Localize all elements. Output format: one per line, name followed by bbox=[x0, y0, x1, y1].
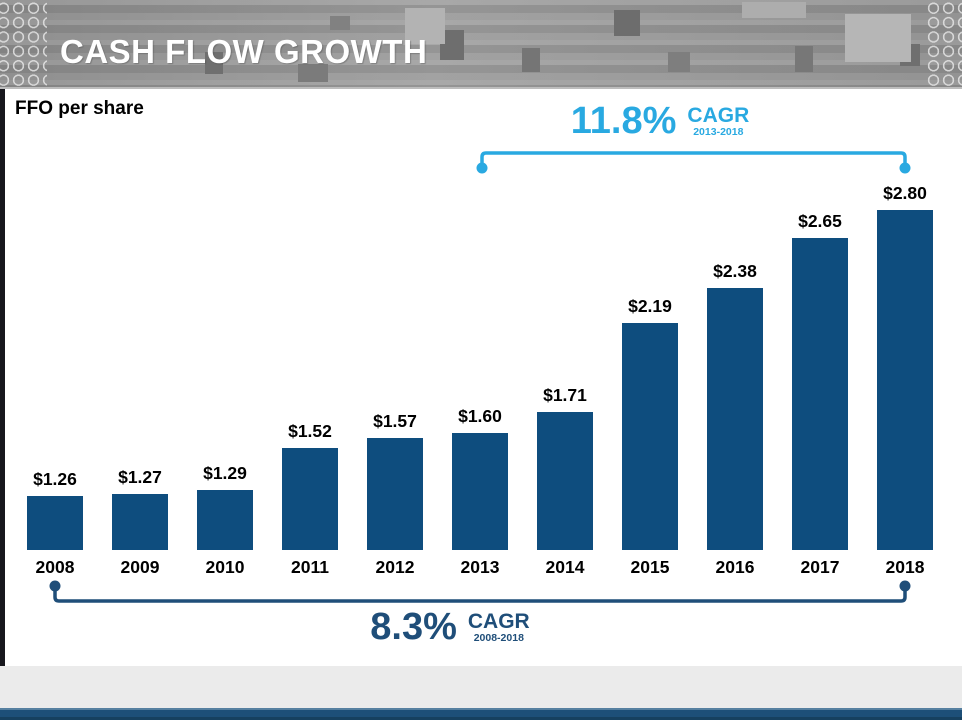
bar-value-label: $2.38 bbox=[713, 261, 757, 281]
bar-year-label: 2009 bbox=[120, 557, 160, 577]
bar-year-label: 2012 bbox=[375, 557, 415, 577]
cagr-top-bracket-left-dot bbox=[476, 162, 488, 174]
cagr-bottom-bracket-left-dot bbox=[49, 580, 61, 592]
cagr-top-bracket-right-dot bbox=[899, 162, 911, 174]
header-banner: CASH FLOW GROWTH bbox=[0, 0, 962, 89]
bar bbox=[707, 288, 763, 550]
bar-value-label: $2.80 bbox=[883, 183, 927, 203]
cagr-top-callout: 11.8% CAGR 2013-2018 bbox=[450, 100, 870, 142]
bar bbox=[622, 323, 678, 550]
cagr-bottom-period: 2008-2018 bbox=[473, 632, 524, 644]
bar-value-label: $1.71 bbox=[543, 385, 587, 405]
bar-value-label: $1.60 bbox=[458, 406, 502, 426]
cagr-top-period: 2013-2018 bbox=[693, 126, 744, 138]
bar-year-label: 2013 bbox=[460, 557, 500, 577]
bar-year-label: 2016 bbox=[715, 557, 755, 577]
bar-year-label: 2011 bbox=[291, 557, 329, 577]
bar bbox=[452, 433, 508, 550]
left-edge-strip bbox=[0, 89, 5, 720]
chart-heading: FFO per share bbox=[15, 98, 144, 119]
cagr-top-label: CAGR bbox=[687, 104, 750, 127]
bar-value-label: $1.52 bbox=[288, 421, 332, 441]
bar bbox=[112, 494, 168, 550]
bar-value-label: $1.57 bbox=[373, 411, 417, 431]
bar-value-label: $1.29 bbox=[203, 463, 247, 483]
bar-year-label: 2018 bbox=[885, 557, 925, 577]
bar-year-label: 2008 bbox=[35, 557, 75, 577]
bar bbox=[537, 412, 593, 550]
cagr-top-value: 11.8% bbox=[570, 100, 677, 142]
bar bbox=[282, 448, 338, 550]
circles-pattern-left bbox=[0, 1, 47, 87]
bar-value-label: $1.26 bbox=[33, 469, 77, 489]
page-title: CASH FLOW GROWTH bbox=[60, 33, 428, 70]
cagr-top-bracket bbox=[480, 151, 907, 169]
bar bbox=[197, 490, 253, 550]
bar-value-label: $2.65 bbox=[798, 211, 842, 231]
cagr-bottom-value: 8.3% bbox=[370, 606, 457, 648]
bar-value-label: $1.27 bbox=[118, 467, 162, 487]
cagr-bottom-callout: 8.3% CAGR 2008-2018 bbox=[240, 606, 660, 648]
bar-year-label: 2017 bbox=[800, 557, 840, 577]
bar bbox=[877, 210, 933, 550]
cagr-bottom-label: CAGR bbox=[467, 610, 530, 633]
bottom-accent-bar bbox=[0, 708, 962, 720]
cagr-bottom-bracket-right-dot bbox=[899, 580, 911, 592]
cagr-bottom-bracket bbox=[53, 586, 907, 603]
footer-band: FFO per share attributable to shareholde… bbox=[0, 666, 962, 708]
bar bbox=[367, 438, 423, 550]
bar-year-label: 2010 bbox=[205, 557, 245, 577]
bar bbox=[27, 496, 83, 550]
bar-value-label: $2.19 bbox=[628, 296, 672, 316]
bar-year-label: 2014 bbox=[545, 557, 585, 577]
bar-year-label: 2015 bbox=[630, 557, 670, 577]
bar bbox=[792, 238, 848, 550]
circles-pattern-right bbox=[926, 1, 962, 87]
